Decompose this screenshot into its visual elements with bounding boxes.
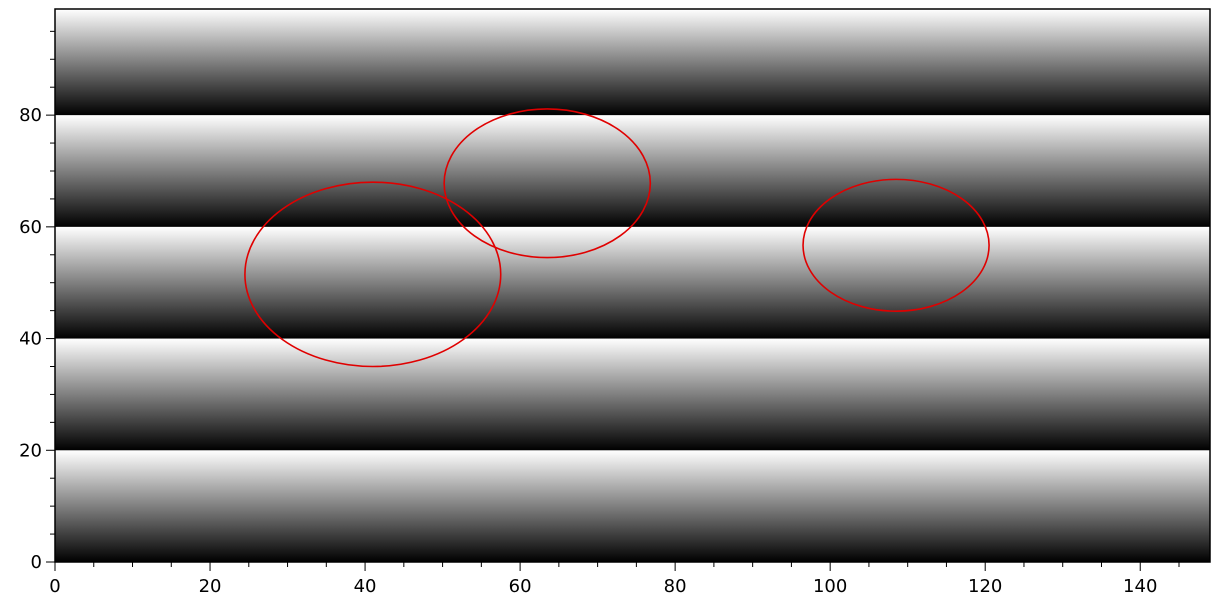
heatmap-band	[55, 450, 1210, 562]
plot-frame	[54, 8, 1211, 563]
heatmap-band	[55, 338, 1210, 451]
x-tick-label: 80	[664, 576, 687, 597]
ellipse-annotation	[802, 178, 990, 312]
x-tick-label: 40	[354, 576, 377, 597]
y-tick-label: 40	[19, 329, 42, 350]
ellipse-annotations	[244, 108, 990, 368]
y-tick-label: 20	[19, 440, 42, 461]
ellipse-annotation	[244, 181, 502, 368]
heatmap-bands	[55, 9, 1210, 562]
axes: 0 20 40 60 80 100 120 140 0 20 40 60 80	[19, 30, 1180, 597]
heatmap-band	[55, 9, 1210, 116]
x-tick-label: 100	[813, 576, 847, 597]
heatmap-band	[55, 226, 1210, 339]
x-tick-label: 120	[968, 576, 1002, 597]
x-tick-label: 20	[199, 576, 222, 597]
x-tick-label: 0	[49, 576, 60, 597]
y-tick-label: 80	[19, 105, 42, 126]
ellipse-annotation	[443, 108, 652, 259]
x-tick-label: 60	[509, 576, 532, 597]
heatmap-band	[55, 115, 1210, 227]
x-tick-label: 140	[1123, 576, 1157, 597]
y-tick-label: 60	[19, 217, 42, 238]
y-tick-label: 0	[31, 552, 42, 573]
